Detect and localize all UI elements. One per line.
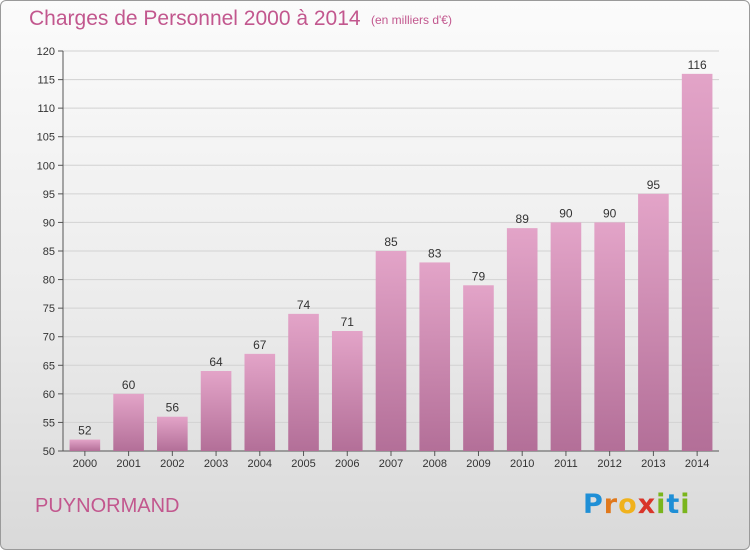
bar-2009 — [463, 285, 494, 451]
y-tick-label: 70 — [43, 332, 55, 344]
bar-2008 — [419, 262, 451, 451]
logo-letter: i — [680, 489, 691, 520]
y-tick-label: 50 — [43, 446, 55, 458]
logo-letter: P — [583, 489, 604, 520]
bar-2011 — [550, 222, 582, 451]
y-axis-ticks: 50 55 60 65 70 75 80 85 90 95 100 105 110 115 120 — [37, 46, 63, 458]
value-label-2011: 90 — [559, 206, 573, 220]
bar-2002 — [157, 416, 188, 451]
x-tick-label-2010: 2010 — [510, 458, 534, 470]
value-label-2000: 52 — [78, 424, 92, 438]
value-label-2008: 83 — [428, 246, 442, 260]
logo-letter: t — [666, 489, 681, 520]
value-label-2002: 56 — [166, 401, 180, 415]
x-tick-label-2001: 2001 — [116, 458, 140, 470]
bar-2010 — [506, 228, 538, 451]
y-tick-label: 115 — [37, 75, 55, 87]
y-tick-label: 55 — [43, 417, 55, 429]
bars — [69, 73, 713, 451]
bar-2007 — [375, 251, 407, 451]
bar-2003 — [200, 371, 232, 451]
value-label-2007: 85 — [384, 235, 398, 249]
value-label-2004: 67 — [253, 338, 267, 352]
bar-2000 — [69, 439, 101, 451]
value-label-2001: 60 — [122, 378, 136, 392]
bar-2006 — [331, 331, 363, 451]
bar-2014 — [681, 73, 713, 451]
logo-letter: o — [618, 489, 638, 520]
proxiti-logo[interactable]: Proxiti — [583, 489, 691, 520]
chart-title: Charges de Personnel 2000 à 2014 — [29, 7, 361, 30]
x-tick-label-2003: 2003 — [204, 458, 228, 470]
y-tick-label: 95 — [43, 189, 55, 201]
bar-2005 — [288, 313, 319, 451]
y-tick-label: 85 — [43, 246, 55, 258]
logo-letter: r — [603, 489, 619, 520]
y-tick-label: 110 — [37, 103, 55, 115]
x-tick-label-2014: 2014 — [685, 458, 709, 470]
value-label-2013: 95 — [647, 178, 661, 192]
commune-name: PUYNORMAND — [35, 495, 180, 517]
y-tick-label: 80 — [43, 275, 55, 287]
y-tick-label: 65 — [43, 360, 55, 372]
x-tick-label-2005: 2005 — [291, 458, 315, 470]
value-label-2003: 64 — [209, 355, 223, 369]
x-tick-label-2004: 2004 — [248, 458, 272, 470]
value-label-2010: 89 — [516, 212, 530, 226]
value-label-2006: 71 — [341, 315, 355, 329]
x-tick-label-2002: 2002 — [160, 458, 184, 470]
x-tick-label-2013: 2013 — [641, 458, 665, 470]
bar-2001 — [113, 393, 144, 451]
y-tick-label: 120 — [37, 46, 55, 58]
x-tick-label-2007: 2007 — [379, 458, 403, 470]
x-tick-label-2012: 2012 — [597, 458, 621, 470]
y-tick-label: 75 — [43, 303, 55, 315]
x-tick-label-2006: 2006 — [335, 458, 359, 470]
value-label-2009: 79 — [472, 269, 486, 283]
x-tick-label-2009: 2009 — [466, 458, 490, 470]
logo-letter: x — [637, 489, 657, 520]
value-label-2012: 90 — [603, 206, 617, 220]
value-label-2005: 74 — [297, 298, 311, 312]
chart-subtitle: (en milliers d'€) — [371, 13, 452, 27]
bar-chart: 50 55 60 65 70 75 80 85 90 95 100 105 110 115 120 52 60… — [37, 46, 719, 470]
bar-2013 — [638, 193, 669, 451]
logo-letter: i — [656, 489, 667, 520]
y-tick-label: 90 — [43, 217, 55, 229]
x-axis-ticks: 2000 2001 2002 2003 2004 2005 2006 2007 2008 2009… — [73, 451, 709, 470]
x-tick-label-2011: 2011 — [554, 458, 578, 470]
x-tick-label-2000: 2000 — [73, 458, 97, 470]
value-labels: 52 60 56 64 67 74 71 85 83 79 89 90 90 95 116 — [78, 58, 707, 438]
y-tick-label: 100 — [37, 160, 55, 172]
y-tick-label: 105 — [37, 132, 55, 144]
bar-2012 — [594, 222, 625, 451]
bar-2004 — [244, 353, 276, 451]
x-tick-label-2008: 2008 — [422, 458, 446, 470]
value-label-2014: 116 — [688, 58, 707, 72]
y-tick-label: 60 — [43, 389, 55, 401]
